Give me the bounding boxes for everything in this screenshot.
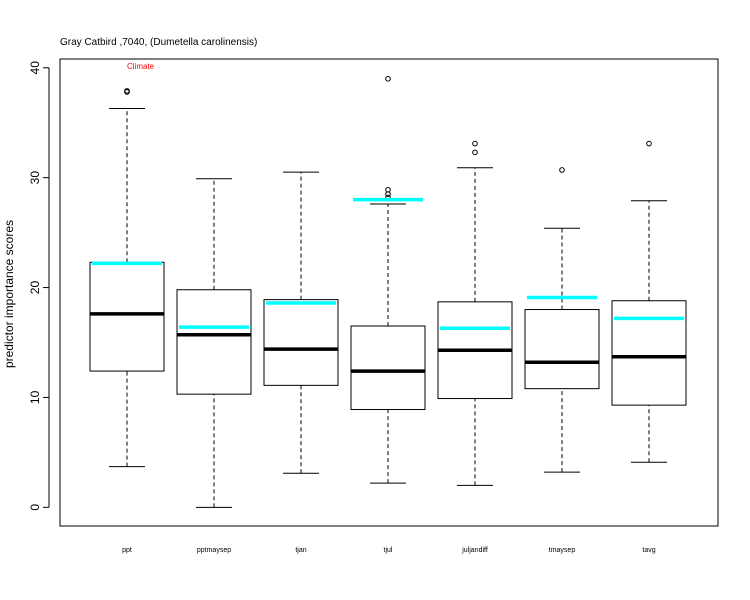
x-tick-label: juljandiff — [461, 547, 488, 554]
y-tick-label: 30 — [28, 171, 42, 185]
box-tavg — [611, 140, 687, 463]
x-axis: ppt pptmaysep tjan tjul juljandiff tmaysep tav… — [122, 547, 656, 554]
y-tick-label: 10 — [28, 390, 42, 404]
y-axis: 0 10 20 30 40 — [28, 61, 50, 511]
iqr-box — [524, 309, 600, 390]
box-juljandiff — [437, 140, 513, 486]
plot-frame — [59, 58, 719, 527]
box-group — [89, 75, 687, 508]
x-tick-label: tjul — [384, 547, 393, 554]
outlier-point — [385, 75, 391, 82]
outlier-point — [124, 88, 130, 94]
y-tick-label: 0 — [28, 504, 42, 511]
x-tick-label: ppt — [122, 547, 132, 554]
outlier-point — [472, 149, 478, 156]
x-tick-label: tjan — [295, 547, 306, 554]
chart-title: Gray Catbird ,7040, (Dumetella carolinen… — [60, 37, 257, 48]
x-tick-label: tmaysep — [549, 547, 576, 554]
box-tjan — [263, 171, 339, 474]
iqr-box — [350, 325, 426, 411]
box-pptmaysep — [176, 178, 252, 508]
outlier-point — [559, 167, 565, 173]
outlier-point — [472, 140, 478, 147]
outlier-point — [385, 186, 391, 193]
box-ppt — [89, 88, 165, 468]
climate-annotation: Climate — [127, 62, 155, 71]
box-tjul — [350, 75, 426, 484]
iqr-box — [611, 300, 687, 406]
iqr-box — [263, 299, 339, 386]
outlier-point — [646, 140, 652, 147]
box-tmaysep — [524, 167, 600, 473]
y-axis-label: predictor importance scores — [2, 220, 16, 368]
y-tick-label: 40 — [28, 61, 42, 75]
iqr-box — [89, 261, 165, 372]
x-tick-label: tavg — [642, 547, 655, 554]
y-tick-label: 20 — [28, 281, 42, 295]
x-tick-label: pptmaysep — [197, 547, 231, 554]
iqr-box — [176, 289, 252, 395]
